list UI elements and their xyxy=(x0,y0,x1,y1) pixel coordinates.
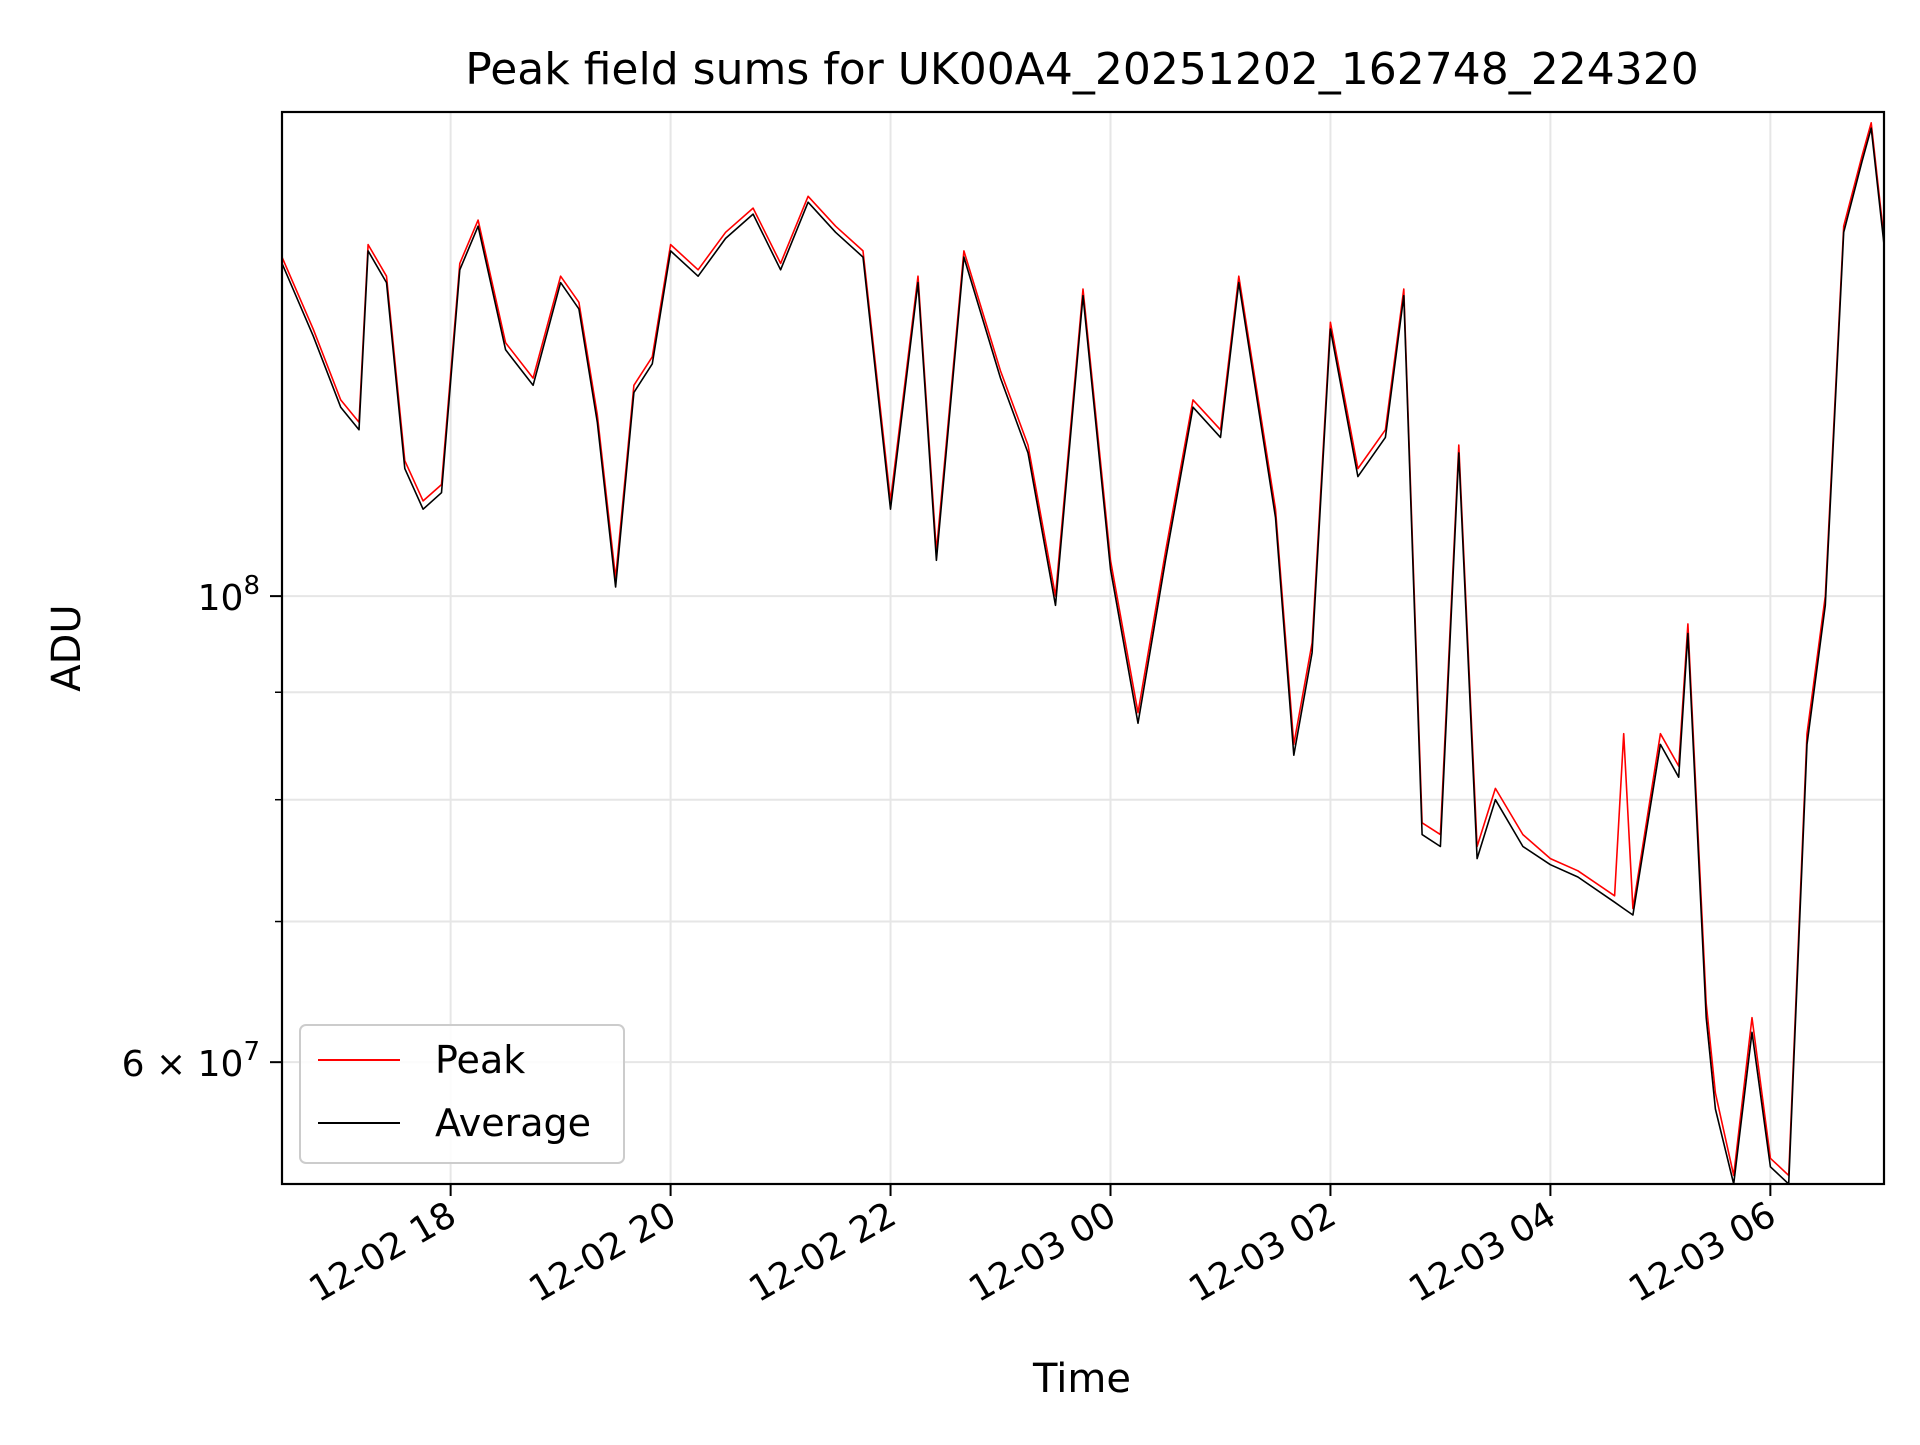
legend: Peak Average xyxy=(299,1024,625,1164)
grid-lines xyxy=(282,112,1884,1184)
plot-frame xyxy=(280,110,1886,1186)
y-axis-ticks: 108 6 × 107 xyxy=(122,571,282,1085)
y-tick-label: 108 xyxy=(198,571,260,619)
series-line-average xyxy=(282,127,1884,1184)
y-tick-label: 6 × 107 xyxy=(122,1037,260,1085)
chart-title: Peak field sums for UK00A4_20251202_1627… xyxy=(465,44,1698,95)
x-axis-label: Time xyxy=(1032,1356,1131,1402)
series-lines xyxy=(282,122,1884,1184)
y-axis-label: ADU xyxy=(44,604,90,691)
legend-label-peak: Peak xyxy=(435,1038,525,1082)
legend-label-average: Average xyxy=(435,1101,591,1145)
